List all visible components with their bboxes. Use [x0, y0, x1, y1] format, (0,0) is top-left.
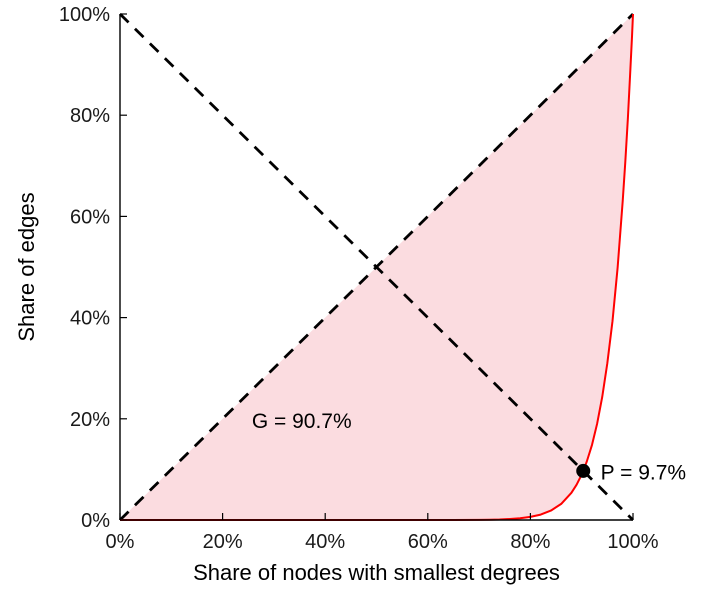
y-tick-label: 60%: [70, 206, 110, 228]
y-axis-title: Share of edges: [14, 192, 39, 342]
gini-label: G = 90.7%: [252, 410, 352, 433]
y-tick-label: 80%: [70, 105, 110, 127]
y-tick-label: 0%: [81, 510, 110, 532]
y-tick-label: 100%: [59, 4, 110, 26]
x-tick-label: 40%: [305, 531, 345, 553]
intersection-point: [576, 463, 591, 478]
p-label: P = 9.7%: [601, 461, 686, 484]
y-tick-label: 40%: [70, 308, 110, 330]
y-tick-label: 20%: [70, 409, 110, 431]
x-tick-label: 80%: [510, 531, 550, 553]
x-tick-label: 60%: [408, 531, 448, 553]
x-tick-label: 100%: [607, 531, 658, 553]
x-axis-title: Share of nodes with smallest degrees: [193, 560, 560, 585]
x-tick-label: 0%: [106, 531, 135, 553]
anti-diagonal: [119, 13, 634, 521]
x-tick-label: 20%: [203, 531, 243, 553]
